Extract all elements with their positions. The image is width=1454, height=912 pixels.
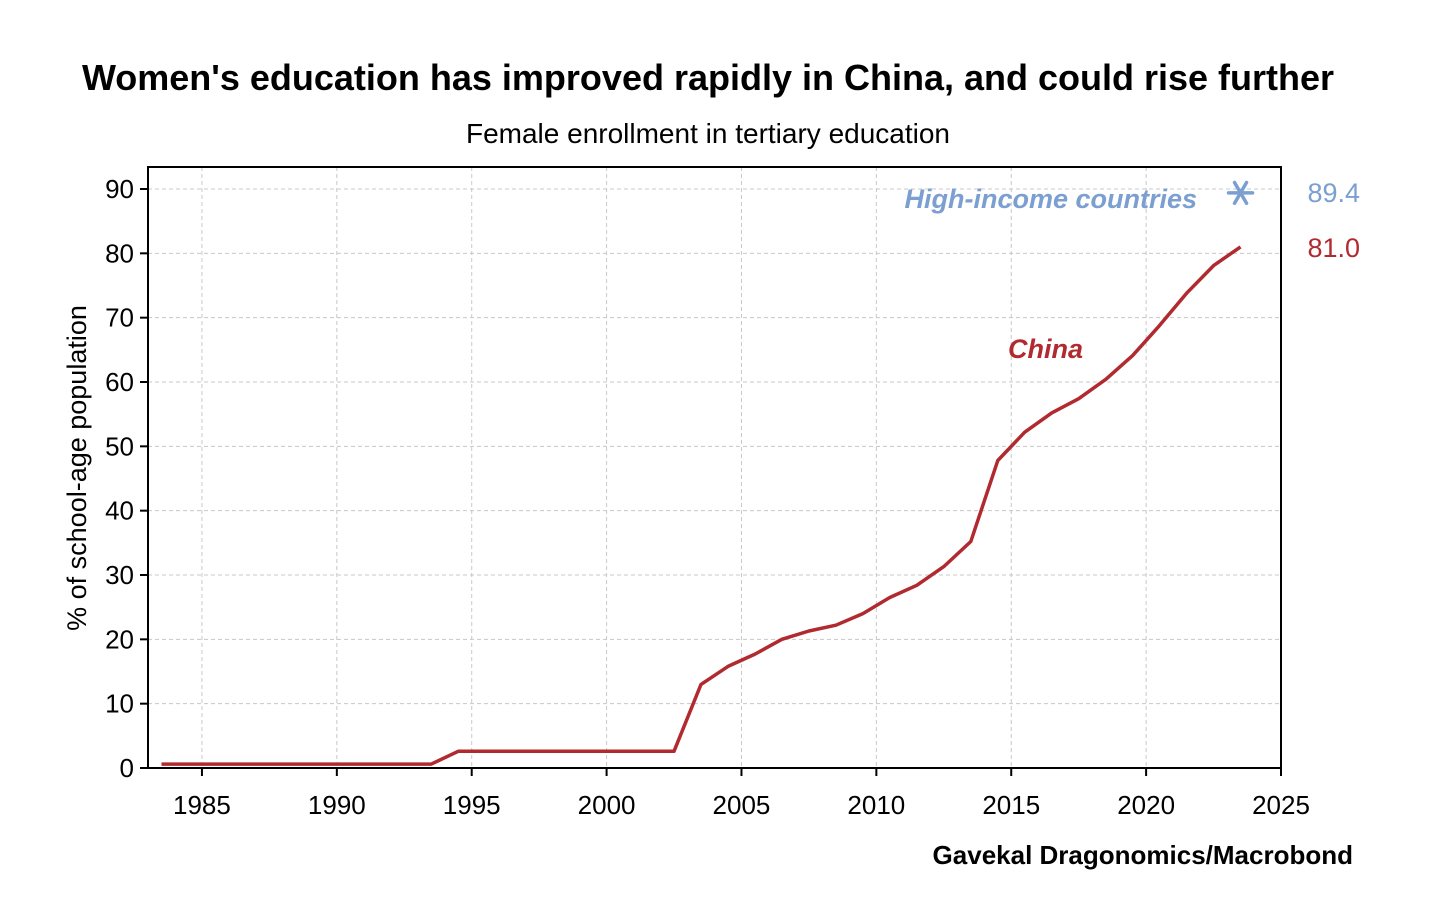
x-tick-label: 2005 (713, 790, 771, 820)
y-tick-label: 50 (105, 431, 134, 461)
x-tick-label: 1995 (443, 790, 501, 820)
x-tick-label: 1985 (173, 790, 231, 820)
y-tick-label: 20 (105, 624, 134, 654)
y-tick-label: 40 (105, 496, 134, 526)
y-tick-label: 90 (105, 174, 134, 204)
grid (148, 167, 1281, 768)
y-tick-label: 70 (105, 303, 134, 333)
y-axis-label: % of school-age population (62, 305, 92, 631)
series-label-china: China (1008, 334, 1083, 364)
end-value-china: 81.0 (1307, 233, 1360, 263)
y-tick-label: 0 (120, 753, 134, 783)
x-tick-label: 1990 (308, 790, 366, 820)
y-tick-label: 10 (105, 689, 134, 719)
end-value-high-income: 89.4 (1307, 178, 1360, 208)
plot-frame (147, 166, 1282, 769)
x-tick-label: 2020 (1117, 790, 1175, 820)
y-tick-label: 80 (105, 238, 134, 268)
x-tick-label: 2015 (982, 790, 1040, 820)
chart-title: Women's education has improved rapidly i… (82, 57, 1334, 98)
series-label-high-income: High-income countries (904, 184, 1197, 214)
y-tick-label: 30 (105, 560, 134, 590)
chart-subtitle: Female enrollment in tertiary education (466, 118, 950, 149)
y-tick-label: 60 (105, 367, 134, 397)
china-series-line (161, 245, 1242, 766)
high-income-marker-stroke (1232, 180, 1249, 206)
x-tick-label: 2025 (1252, 790, 1310, 820)
x-tick-label: 2000 (578, 790, 636, 820)
axes: 1985 1990 1995 2000 2005 2010 2015 2020 2025 0 10 2… (105, 174, 1310, 820)
high-income-marker (1226, 180, 1255, 206)
series (161, 180, 1255, 766)
x-tick-label: 2010 (847, 790, 905, 820)
source-note: Gavekal Dragonomics/Macrobond (933, 840, 1353, 870)
